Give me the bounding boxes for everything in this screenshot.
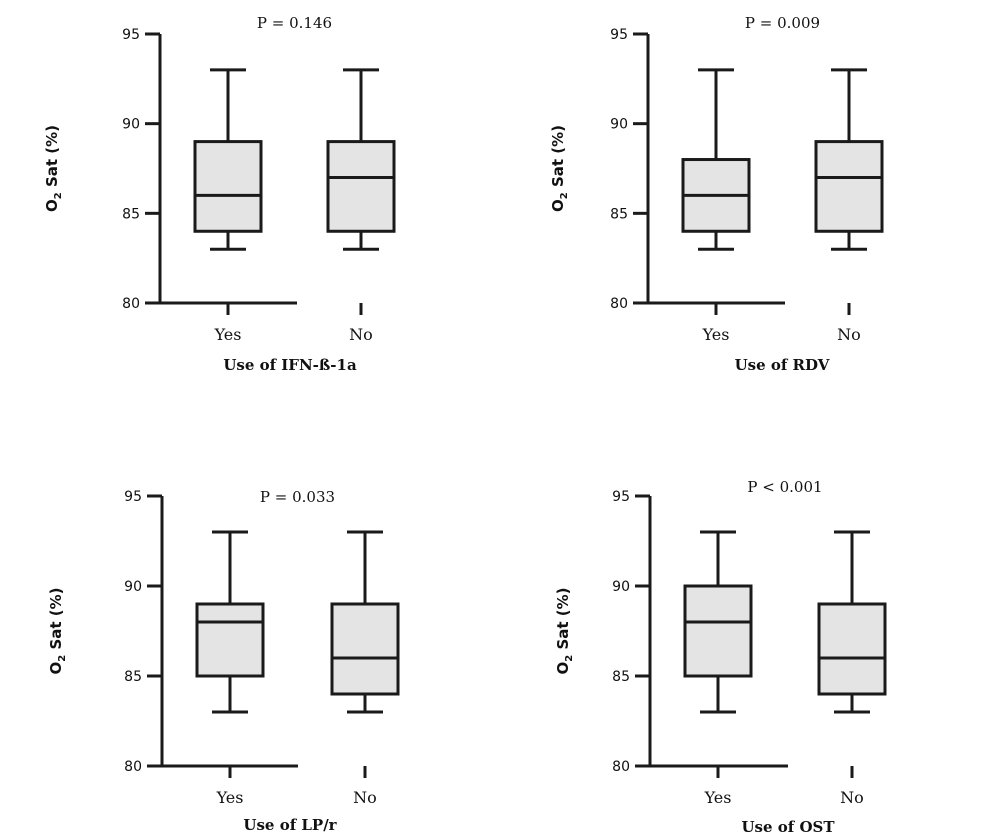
x-axis-label: Use of IFN-ß-1a: [223, 356, 357, 374]
category-label: No: [840, 788, 864, 807]
y-tick-label: 80: [124, 759, 142, 775]
x-axis-label: Use of RDV: [735, 356, 830, 374]
y-tick-label: 85: [124, 669, 142, 685]
x-axis-label: Use of OST: [741, 818, 835, 836]
y-tick-label: 90: [610, 117, 628, 133]
category-label: Yes: [216, 788, 244, 807]
y-tick-label: 80: [612, 759, 630, 775]
p-value-label: P = 0.146: [257, 14, 332, 32]
y-tick-label: 85: [610, 206, 628, 222]
y-axis-label-subscript: 2: [564, 655, 575, 662]
category-label: No: [353, 788, 377, 807]
y-axis-label: O2 Sat (%): [47, 587, 68, 674]
y-tick-label: 90: [612, 579, 630, 595]
y-axis-label-subscript: 2: [559, 192, 570, 199]
p-value-label: P < 0.001: [747, 478, 822, 496]
iqr-box: [326, 140, 396, 233]
y-tick-label: 95: [124, 489, 142, 505]
box-plot-no: [326, 68, 396, 251]
y-axis-label-main: O: [43, 199, 61, 212]
iqr-box: [683, 584, 753, 678]
box-plot-yes: [683, 530, 753, 714]
iqr-box: [817, 602, 887, 696]
y-axis-label-subscript: 2: [57, 655, 68, 662]
chart-panel-2: 80 85 90 95 Yes No P = 0.009 Use of RDV O2 Sat (…: [549, 14, 884, 374]
chart-panel-1: 80 85 90 95 Yes No P = 0.146 Use of IFN-ß-1a O2 …: [43, 14, 396, 374]
box-plot-no: [814, 68, 884, 251]
category-label: Yes: [704, 788, 732, 807]
box-plot-yes: [681, 68, 751, 251]
box-plot-no: [330, 530, 400, 714]
y-tick-label: 85: [612, 669, 630, 685]
chart-panel-4: 80 85 90 95 Yes No P < 0.001 Use of OST O2 Sat (…: [554, 478, 887, 836]
y-tick-label: 95: [612, 489, 630, 505]
iqr-box: [814, 140, 884, 233]
p-value-label: P = 0.033: [260, 488, 335, 506]
x-axis-label: Use of LP/r: [243, 816, 337, 834]
y-axis-label-rest: Sat (%): [549, 125, 567, 192]
y-tick-label: 90: [124, 579, 142, 595]
y-tick-label: 80: [610, 296, 628, 312]
category-label: No: [349, 325, 373, 344]
box-plot-yes: [195, 530, 265, 714]
y-axis-label: O2 Sat (%): [549, 125, 570, 212]
box-plot-yes: [193, 68, 263, 251]
iqr-box: [195, 602, 265, 678]
iqr-box: [193, 140, 263, 233]
category-label: Yes: [702, 325, 730, 344]
y-axis-label: O2 Sat (%): [554, 587, 575, 674]
box-plot-no: [817, 530, 887, 714]
y-tick-label: 80: [122, 296, 140, 312]
y-axis-label-main: O: [549, 199, 567, 212]
y-axis-label-rest: Sat (%): [554, 587, 572, 654]
y-axis-label-rest: Sat (%): [47, 587, 65, 654]
p-value-label: P = 0.009: [745, 14, 820, 32]
iqr-box: [330, 602, 400, 696]
category-label: Yes: [214, 325, 242, 344]
y-axis-label-main: O: [47, 662, 65, 675]
y-axis-label-subscript: 2: [53, 192, 64, 199]
category-label: No: [837, 325, 861, 344]
y-tick-label: 95: [122, 27, 140, 43]
y-axis-label: O2 Sat (%): [43, 125, 64, 212]
y-tick-label: 95: [610, 27, 628, 43]
y-tick-label: 85: [122, 206, 140, 222]
y-axis-label-rest: Sat (%): [43, 125, 61, 192]
y-tick-label: 90: [122, 117, 140, 133]
y-axis-label-main: O: [554, 662, 572, 675]
chart-panel-3: 80 85 90 95 Yes No P = 0.033 Use of LP/r O2 Sat …: [47, 488, 400, 834]
